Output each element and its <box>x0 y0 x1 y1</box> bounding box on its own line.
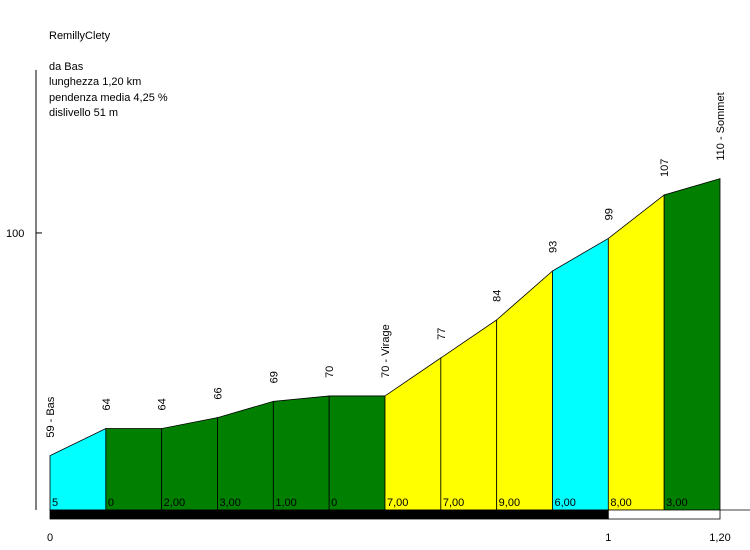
profile-segment <box>328 395 386 511</box>
profile-segment <box>552 237 609 511</box>
point-elevation-label: 70 <box>324 366 336 378</box>
segment-gradient-label: 0 <box>331 497 337 509</box>
point-elevation-label: 93 <box>548 241 560 253</box>
info-start: da Bas <box>49 61 84 73</box>
segment-gradient-label: 5 <box>52 497 58 509</box>
profile-segment <box>440 319 498 511</box>
point-elevation-label: 77 <box>436 328 448 340</box>
segment-gradient-label: 7,00 <box>443 497 464 509</box>
point-elevation-label: 69 <box>268 371 280 383</box>
point-elevation-label: 59 - Bas <box>45 396 57 437</box>
profile-segment <box>49 427 107 511</box>
point-elevation-label: 66 <box>213 387 225 399</box>
point-elevation-label: 107 <box>659 159 671 177</box>
info-avg-gradient: pendenza media 4,25 % <box>49 92 168 104</box>
segment-gradient-label: 1,00 <box>275 497 296 509</box>
segment-gradient-label: 0 <box>108 497 114 509</box>
point-elevation-label: 70 - Virage <box>380 324 392 378</box>
segment-gradient-label: 8,00 <box>610 497 631 509</box>
profile-segment <box>105 428 163 511</box>
info-elevation-gain: dislivello 51 m <box>49 107 119 119</box>
chart-title: RemillyClety <box>49 30 111 42</box>
segment-gradient-label: 7,00 <box>387 497 408 509</box>
segment-gradient-label: 9,00 <box>499 497 520 509</box>
segment-gradient-label: 3,00 <box>220 497 241 509</box>
x-tick-label: 0 <box>47 532 53 544</box>
profile-segment <box>607 194 665 511</box>
profile-segment <box>217 400 274 511</box>
profile-segment <box>663 178 721 511</box>
point-elevation-label: 99 <box>603 208 615 220</box>
segment-gradient-label: 3,00 <box>666 497 687 509</box>
profile-segment <box>496 270 553 511</box>
distance-bar-segment <box>607 509 721 520</box>
x-tick-label: 1,20 <box>709 532 730 544</box>
distance-bar-segment <box>49 509 609 520</box>
point-elevation-label: 64 <box>101 398 113 410</box>
point-elevation-label: 64 <box>157 398 169 410</box>
point-elevation-label: 110 - Sommet <box>715 92 727 160</box>
point-elevation-label: 84 <box>492 290 504 302</box>
profile-segment <box>272 395 330 511</box>
x-tick-label: 1 <box>605 532 611 544</box>
info-length: lunghezza 1,20 km <box>49 76 142 88</box>
y-tick-label: 100 <box>6 228 24 240</box>
segment-gradient-label: 6,00 <box>555 497 576 509</box>
profile-segment <box>384 357 442 511</box>
segment-gradient-label: 2,00 <box>164 497 185 509</box>
